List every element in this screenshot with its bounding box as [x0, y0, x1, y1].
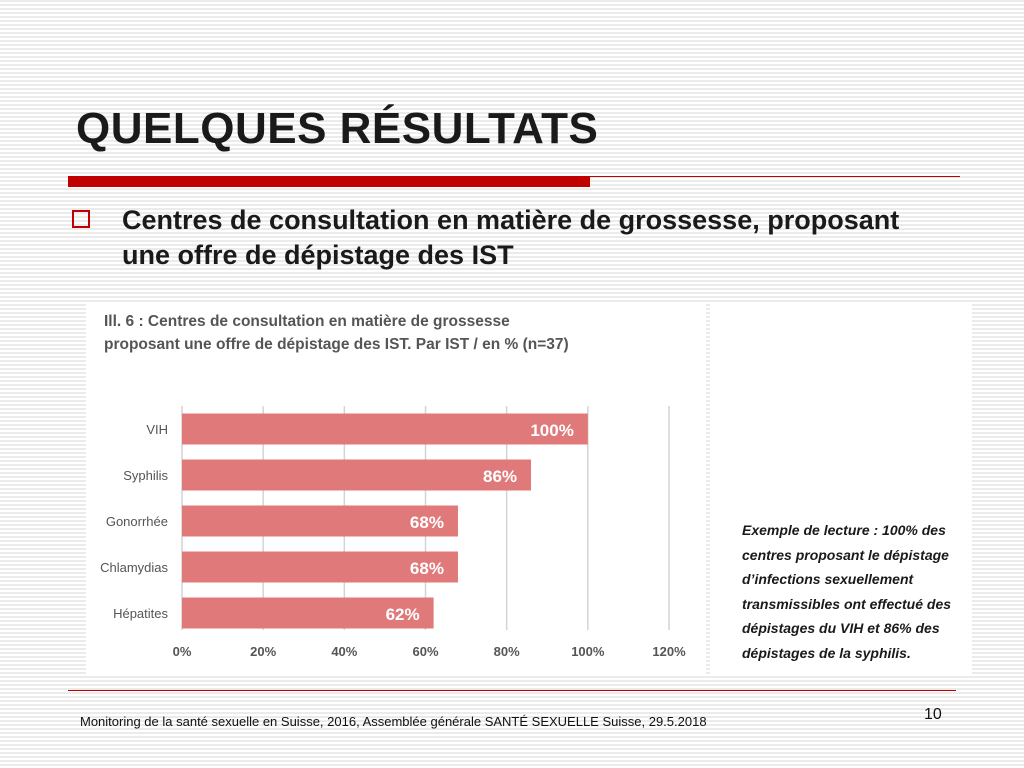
- category-label: Chlamydias: [100, 560, 168, 575]
- title-underline-bar: [68, 176, 590, 187]
- x-tick-label: 120%: [652, 644, 686, 659]
- bar: [182, 413, 588, 445]
- x-tick-label: 60%: [412, 644, 438, 659]
- title-underline-rule: [590, 176, 960, 177]
- bar: [182, 505, 458, 537]
- data-label: 86%: [483, 467, 517, 486]
- x-tick-label: 0%: [173, 644, 192, 659]
- category-label: VIH: [146, 422, 168, 437]
- data-label: 68%: [410, 559, 444, 578]
- bar: [182, 597, 434, 629]
- square-bullet-icon: [72, 210, 90, 228]
- data-label: 68%: [410, 513, 444, 532]
- bar: [182, 459, 532, 491]
- footer-source: Monitoring de la santé sexuelle en Suiss…: [80, 714, 707, 729]
- category-label: Syphilis: [123, 468, 168, 483]
- footer-rule: [68, 690, 956, 691]
- x-tick-label: 20%: [250, 644, 276, 659]
- reading-note: Exemple de lecture : 100% des centres pr…: [742, 522, 952, 661]
- bar: [182, 551, 458, 583]
- x-tick-label: 40%: [331, 644, 357, 659]
- bullet-text: Centres de consultation en matière de gr…: [122, 205, 900, 270]
- data-label: 62%: [386, 605, 420, 624]
- bar-chart: 0% 20% 40% 60% 80% 100% 120% VIH 100% Syphilis 86%…: [100, 406, 686, 659]
- category-label: Gonorrhée: [106, 514, 168, 529]
- category-label: Hépatites: [113, 606, 168, 621]
- note-panel: Exemple de lecture : 100% des centres pr…: [710, 302, 972, 676]
- chart-title: Ill. 6 : Centres de consultation en mati…: [104, 313, 569, 353]
- x-tick-label: 100%: [571, 644, 605, 659]
- x-tick-label: 80%: [494, 644, 520, 659]
- page-number: 10: [924, 706, 942, 723]
- slide-title: QUELQUES RÉSULTATS: [76, 104, 599, 153]
- chart-panel: Ill. 6 : Centres de consultation en mati…: [86, 302, 706, 676]
- data-label: 100%: [530, 421, 573, 440]
